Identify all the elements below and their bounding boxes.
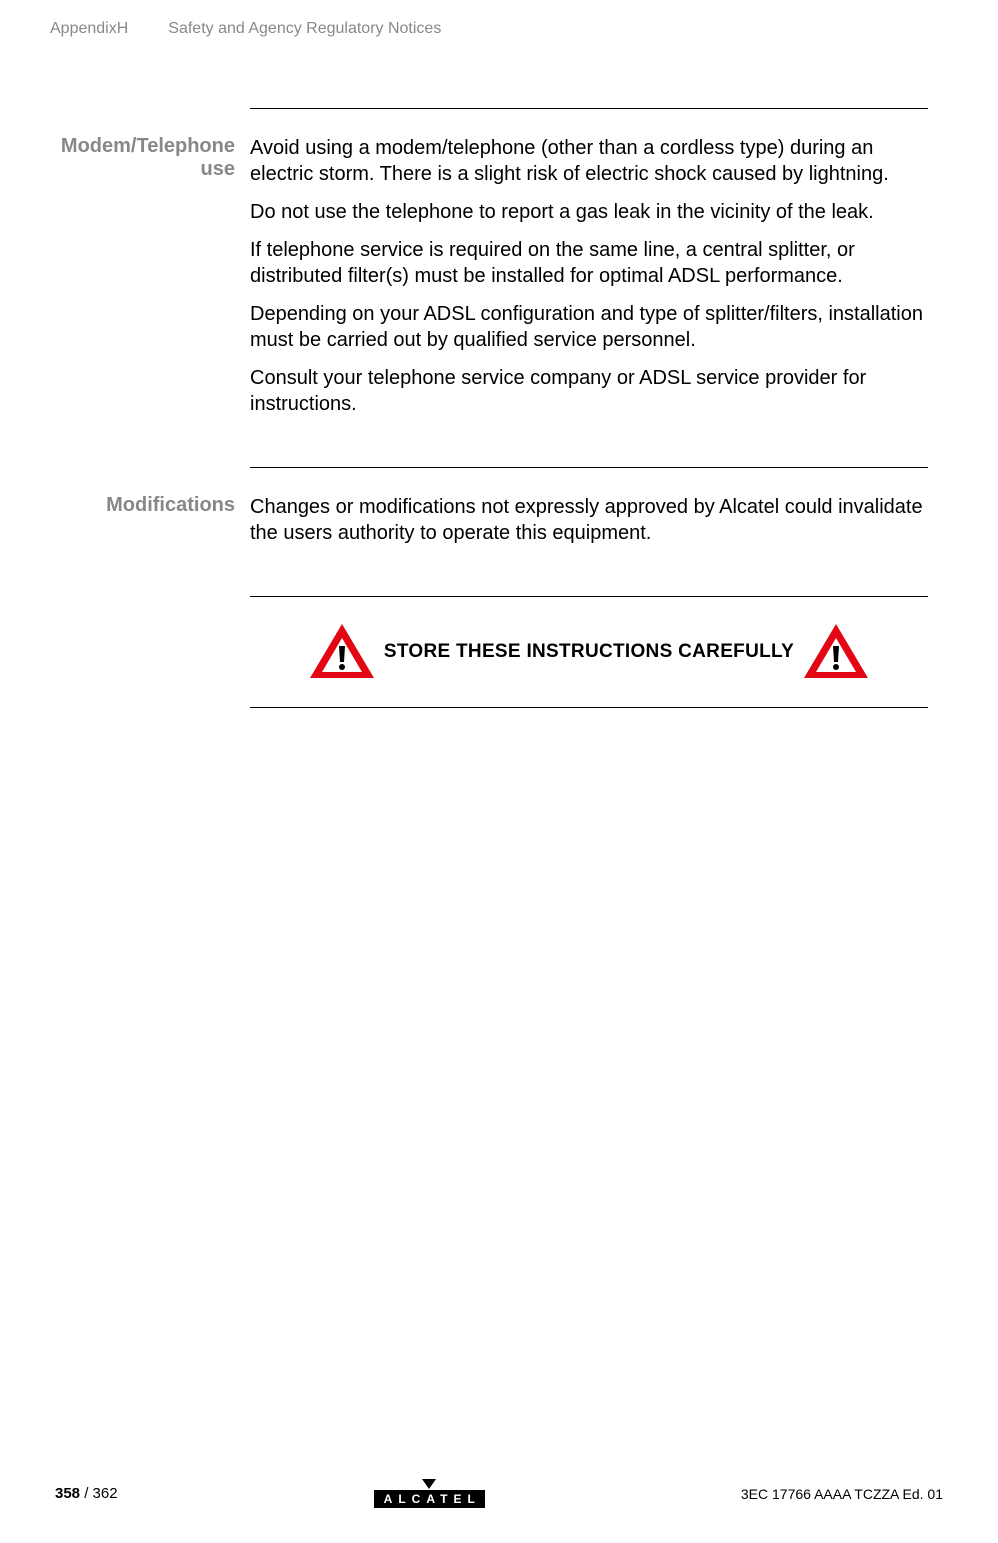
section-modem-telephone: Modem/Telephone use Avoid using a modem/… [250, 117, 928, 459]
divider [250, 108, 928, 109]
section-label-modem: Modem/Telephone use [25, 135, 235, 181]
paragraph: If telephone service is required on the … [250, 237, 928, 289]
total-pages: / 362 [80, 1485, 118, 1502]
warning-triangle-icon [306, 620, 378, 684]
current-page: 358 [55, 1485, 80, 1502]
section-body-modem: Avoid using a modem/telephone (other tha… [250, 135, 928, 417]
paragraph: Depending on your ADSL configuration and… [250, 301, 928, 353]
page-header: AppendixH Safety and Agency Regulatory N… [50, 20, 948, 38]
divider [250, 707, 928, 708]
logo-marker-icon [422, 1479, 436, 1489]
paragraph: Avoid using a modem/telephone (other tha… [250, 135, 928, 187]
paragraph: Changes or modifications not expressly a… [250, 494, 928, 546]
warning-row: STORE THESE INSTRUCTIONS CAREFULLY [250, 605, 928, 699]
document-reference: 3EC 17766 AAAA TCZZA Ed. 01 [741, 1486, 943, 1502]
paragraph: Consult your telephone service company o… [250, 365, 928, 417]
header-title: Safety and Agency Regulatory Notices [168, 20, 441, 38]
content-area: Modem/Telephone use Avoid using a modem/… [250, 108, 928, 708]
divider [250, 467, 928, 468]
page-footer: 358 / 362 ALCATEL 3EC 17766 AAAA TCZZA E… [55, 1479, 943, 1508]
paragraph: Do not use the telephone to report a gas… [250, 199, 928, 225]
section-modifications: Modifications Changes or modifications n… [250, 476, 928, 588]
section-label-modifications: Modifications [25, 494, 235, 517]
warning-triangle-icon [800, 620, 872, 684]
section-body-modifications: Changes or modifications not expressly a… [250, 494, 928, 546]
alcatel-logo: ALCATEL [374, 1479, 485, 1508]
divider [250, 596, 928, 597]
appendix-label: AppendixH [50, 20, 128, 38]
logo-text: ALCATEL [374, 1490, 485, 1508]
page-number: 358 / 362 [55, 1485, 118, 1502]
warning-text: STORE THESE INSTRUCTIONS CAREFULLY [384, 641, 794, 663]
